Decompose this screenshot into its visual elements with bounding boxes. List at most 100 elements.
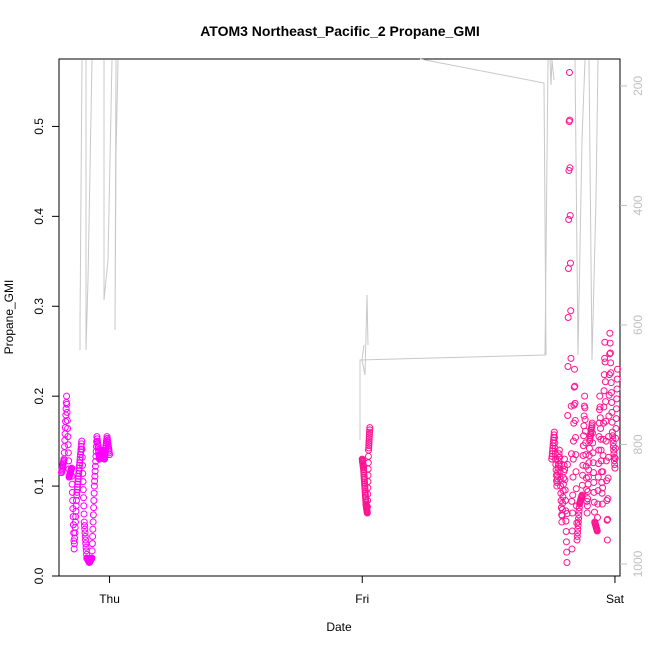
altitude-segment [588, 59, 599, 361]
data-point [575, 514, 583, 522]
data-point [604, 515, 612, 523]
data-point [612, 415, 620, 423]
data-point [79, 469, 87, 477]
altitude-segment [549, 59, 555, 86]
data-point [551, 439, 559, 447]
data-point [572, 434, 580, 442]
data-point [606, 339, 614, 347]
data-point [555, 446, 563, 454]
data-point [553, 482, 561, 490]
data-point [71, 518, 79, 526]
data-point [581, 404, 589, 412]
data-point [571, 416, 579, 424]
data-point [560, 455, 568, 463]
data-point [93, 437, 101, 445]
data-point [601, 378, 609, 386]
altitude-segment [359, 59, 549, 440]
data-point [555, 450, 563, 458]
data-point [603, 536, 611, 544]
data-point [72, 507, 80, 515]
data-point [583, 497, 591, 505]
data-point [588, 419, 596, 427]
data-point [562, 527, 570, 535]
y-tick-label: 0.4 [32, 208, 46, 225]
data-point [550, 428, 558, 436]
data-point [594, 473, 602, 481]
data-point [596, 414, 604, 422]
data-point [575, 511, 583, 519]
data-point [91, 467, 99, 475]
data-point [365, 446, 373, 454]
data-point [583, 502, 591, 510]
data-point [94, 442, 102, 450]
data-point [550, 431, 558, 439]
plot-frame [58, 58, 621, 577]
altitude-segment [361, 294, 369, 376]
data-point [78, 437, 86, 445]
data-point [365, 439, 373, 447]
data-point [613, 395, 621, 403]
data-point [80, 502, 88, 510]
data-point [77, 443, 85, 451]
data-point [71, 523, 79, 531]
data-point [364, 452, 372, 460]
data-point [79, 478, 87, 486]
data-point [70, 540, 78, 548]
data-point [570, 437, 578, 445]
data-point [63, 400, 71, 408]
data-point [590, 488, 598, 496]
data-point [82, 540, 90, 548]
data-point [600, 371, 608, 379]
data-point [72, 496, 80, 504]
data-point [81, 525, 89, 533]
data-point [61, 443, 69, 451]
data-points [58, 68, 621, 567]
data-point [365, 444, 373, 452]
data-point [72, 513, 80, 521]
data-point [612, 425, 620, 433]
data-point [91, 477, 99, 485]
data-point [73, 488, 81, 496]
data-point [564, 314, 572, 321]
data-point [556, 475, 564, 483]
data-point [90, 482, 98, 490]
altitude-segment [85, 59, 93, 351]
x-axis-label: Date [326, 620, 352, 634]
data-point [613, 375, 621, 383]
data-point [81, 522, 89, 530]
data-point [77, 440, 85, 448]
data-point [89, 511, 97, 519]
data-point [80, 494, 88, 502]
data-point [78, 453, 86, 461]
data-point [566, 164, 574, 172]
data-point [572, 485, 580, 493]
data-point [584, 487, 592, 495]
altitude-line [79, 58, 599, 440]
data-point [574, 529, 582, 537]
data-point [608, 418, 616, 426]
data-point [585, 459, 593, 467]
data-point [566, 259, 574, 267]
data-point [561, 486, 569, 494]
data-point [63, 416, 71, 424]
data-point [571, 382, 579, 390]
data-point [604, 474, 612, 482]
data-point [597, 425, 605, 433]
data-point [594, 500, 602, 508]
data-point [563, 510, 571, 518]
data-point [589, 469, 597, 477]
data-point [604, 495, 612, 503]
data-point [573, 532, 581, 540]
data-point [589, 449, 597, 457]
data-point [572, 451, 580, 459]
data-point [607, 389, 615, 397]
data-point [571, 365, 579, 373]
data-point [581, 416, 589, 424]
data-point [79, 486, 87, 494]
data-point [589, 439, 597, 447]
data-point [600, 387, 608, 395]
data-point [64, 441, 72, 449]
data-point [563, 548, 571, 556]
data-point [73, 491, 81, 499]
